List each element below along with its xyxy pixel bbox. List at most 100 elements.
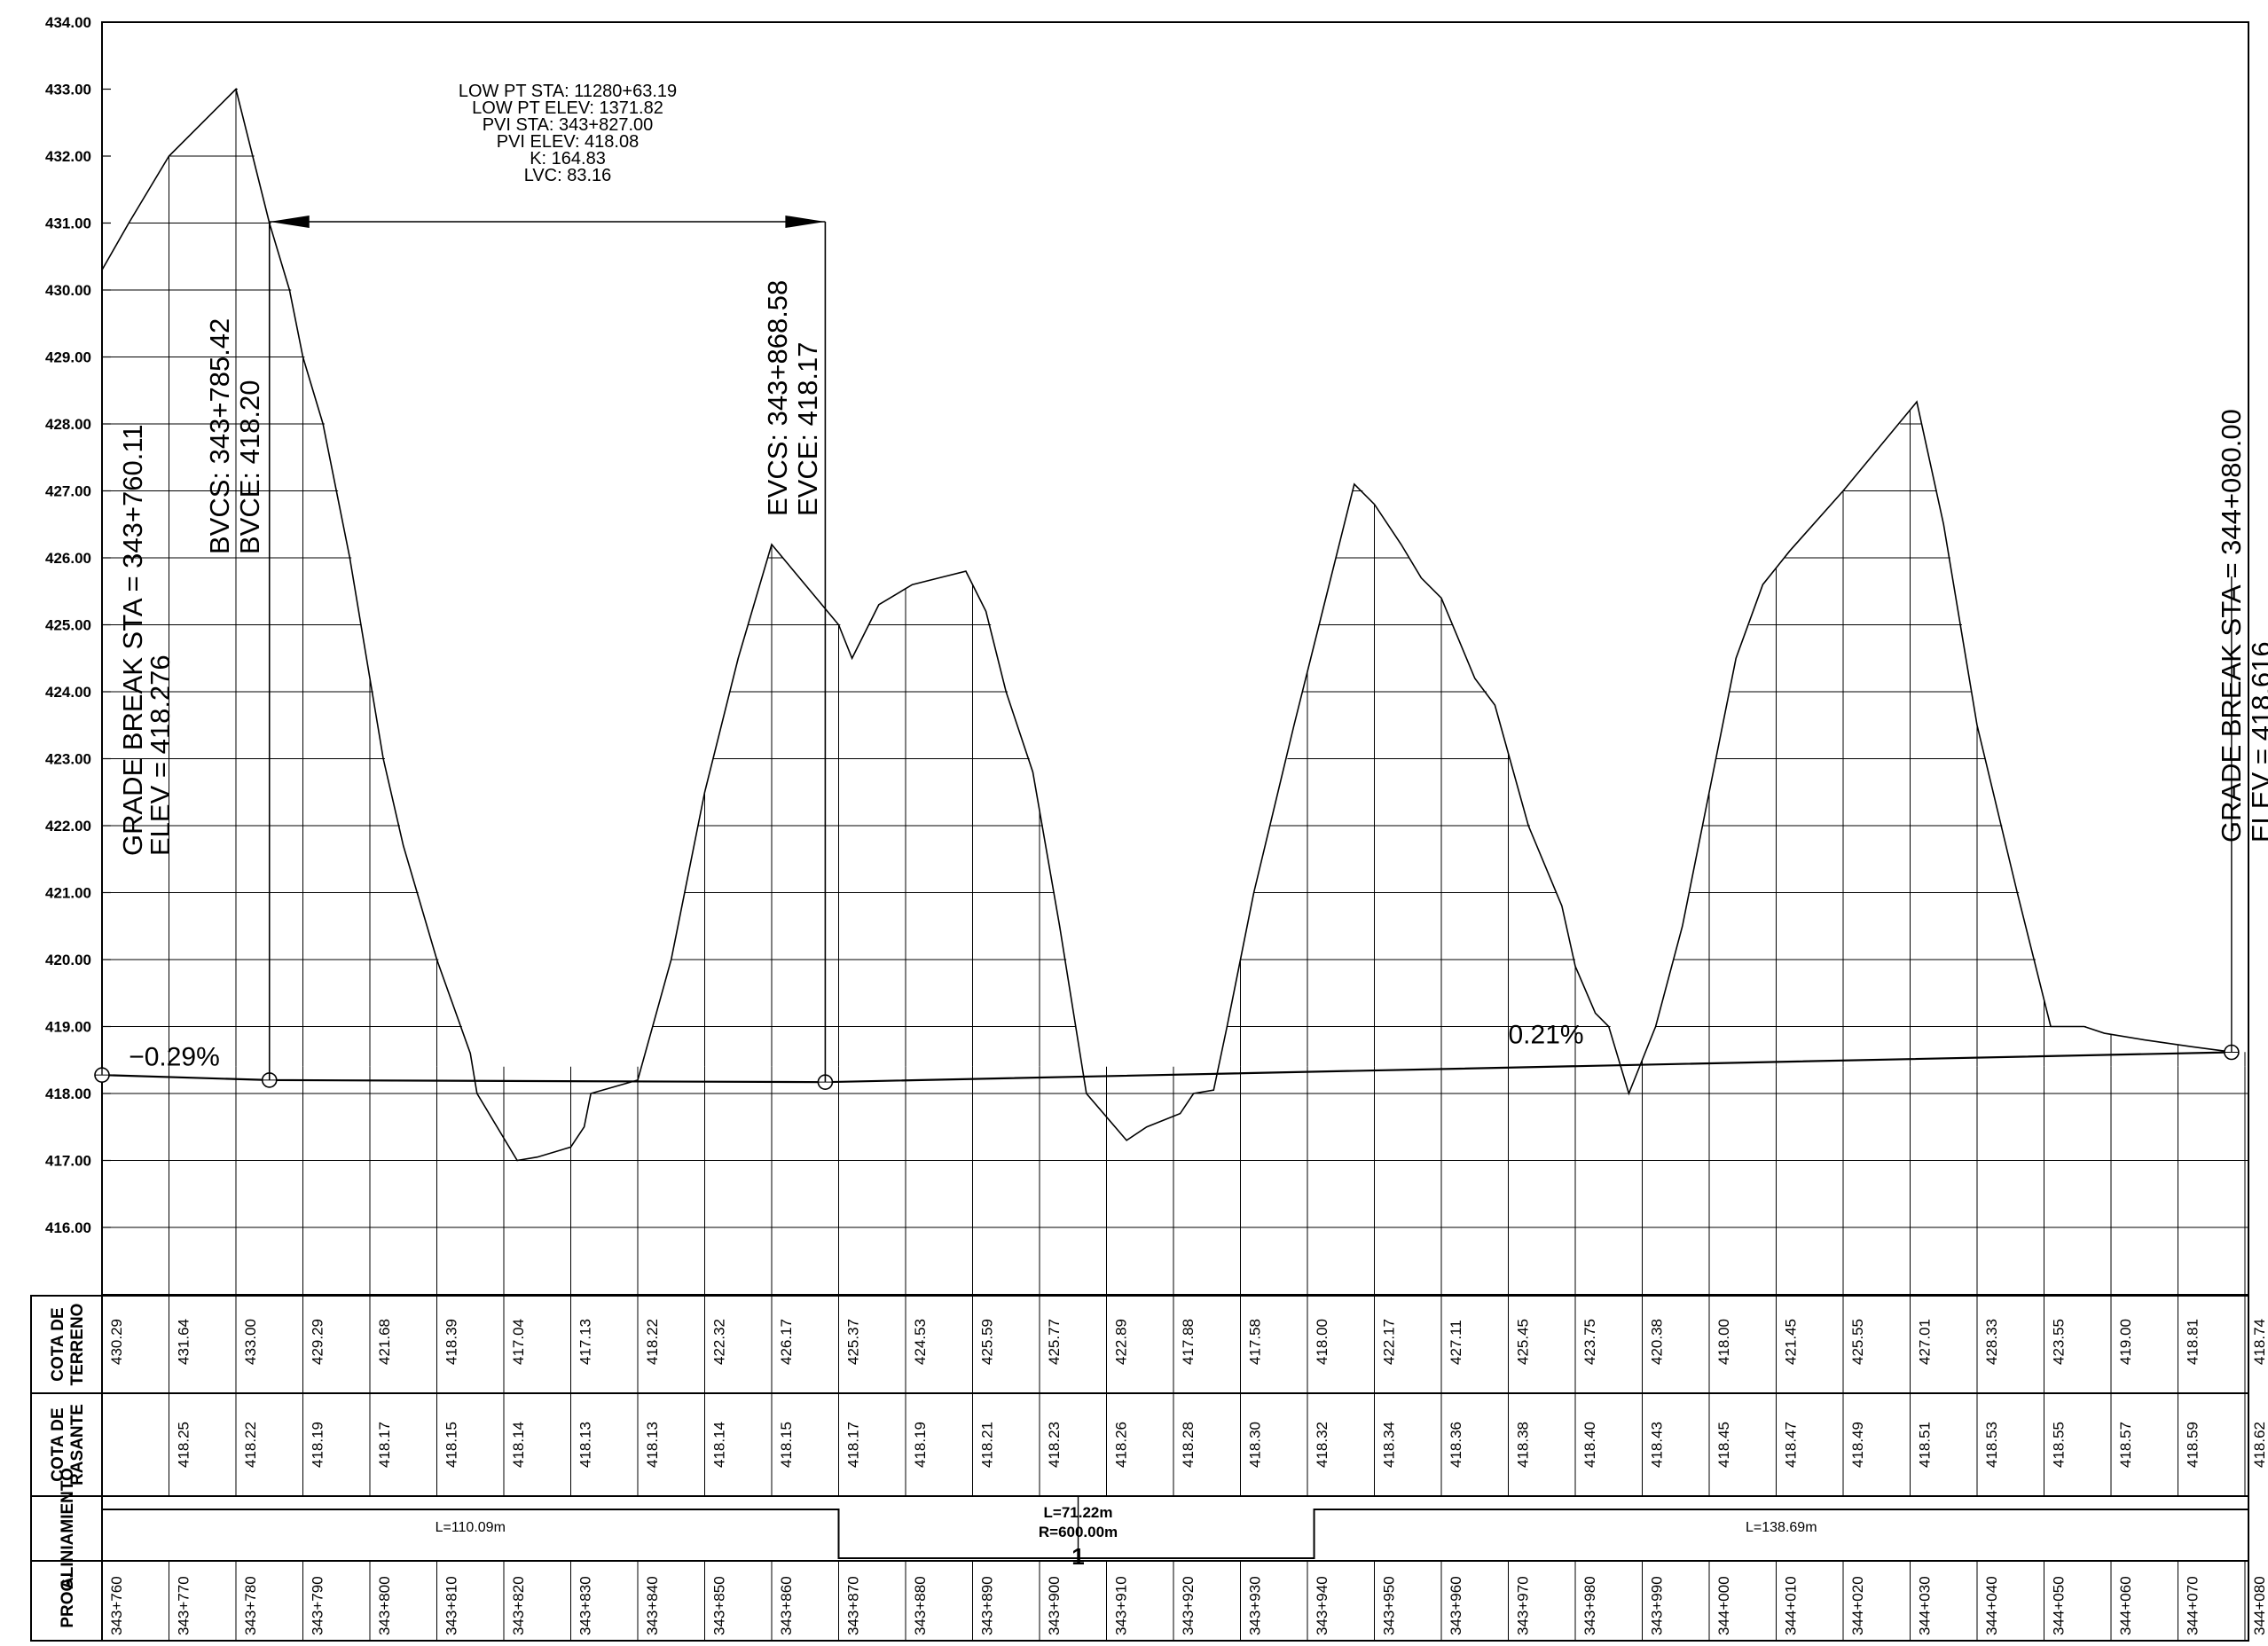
cota-terreno-value: 417.13 <box>577 1319 594 1365</box>
station-label: 343+790 <box>310 1576 326 1635</box>
y-tick-label: 426.00 <box>45 550 91 567</box>
table-header-terreno: TERRENO <box>68 1304 87 1386</box>
cota-terreno-value: 430.29 <box>108 1319 125 1365</box>
vc-label-line: PVI ELEV: 418.08 <box>497 132 639 152</box>
vc-label-line: PVI STA: 343+827.00 <box>483 115 654 135</box>
lvc-arrow-right <box>785 216 826 228</box>
table-header-rasante: RASANTE <box>68 1404 87 1485</box>
alignment-diagram <box>102 1509 2248 1559</box>
cota-terreno-value: 419.00 <box>2117 1319 2134 1365</box>
cota-rasante-value: 418.43 <box>1649 1422 1666 1468</box>
cota-rasante-value: 418.28 <box>1180 1422 1197 1468</box>
cota-rasante-value: 418.17 <box>845 1422 862 1468</box>
station-label: 343+890 <box>979 1576 996 1635</box>
cota-terreno-value: 427.11 <box>1448 1320 1464 1365</box>
plot-frame <box>101 21 2249 1296</box>
y-tick-label: 422.00 <box>45 818 91 835</box>
cota-terreno-value: 417.58 <box>1247 1319 1264 1365</box>
evc-text: EVCS: 343+868.58 <box>762 280 793 516</box>
station-label: 343+820 <box>510 1576 527 1635</box>
cota-terreno-value: 424.53 <box>912 1319 929 1365</box>
grade-polyline <box>101 1051 2232 1084</box>
station-label: 344+050 <box>2051 1576 2068 1635</box>
cota-rasante-value: 418.17 <box>376 1422 393 1468</box>
station-label: 343+990 <box>1649 1576 1666 1635</box>
cota-rasante-value: 418.38 <box>1515 1422 1532 1468</box>
y-tick-label: 417.00 <box>45 1153 91 1170</box>
station-label: 343+810 <box>443 1576 460 1635</box>
cota-rasante-value: 418.62 <box>2251 1422 2268 1468</box>
table-header-alineamiento: ALINIAMIENTO <box>59 1468 77 1589</box>
lvc-arrow-left <box>269 216 310 228</box>
cota-terreno-value: 418.39 <box>443 1319 460 1365</box>
y-tick-label: 419.00 <box>45 1019 91 1036</box>
cota-rasante-value: 418.23 <box>1046 1422 1063 1468</box>
station-label: 343+770 <box>176 1576 192 1635</box>
cota-rasante-value: 418.51 <box>1917 1422 1934 1468</box>
cota-rasante-value: 418.34 <box>1381 1422 1398 1468</box>
ground-hatch <box>101 89 2246 1067</box>
alignment-tangent-left: L=110.09m <box>436 1520 506 1535</box>
cota-rasante-value: 418.15 <box>443 1422 460 1468</box>
cota-terreno-value: 418.74 <box>2251 1319 2268 1365</box>
alignment-tangent-right: L=138.69m <box>1746 1520 1817 1535</box>
bvc-text: BVCS: 343+785.42 <box>204 318 235 554</box>
cota-rasante-value: 418.14 <box>711 1422 728 1468</box>
cota-rasante-value: 418.13 <box>644 1422 661 1468</box>
vc-label-line: LOW PT STA: 11280+63.19 <box>459 82 677 101</box>
cota-rasante-value: 418.30 <box>1247 1422 1264 1468</box>
cota-rasante-value: 418.40 <box>1581 1422 1598 1468</box>
cota-terreno-value: 418.00 <box>1715 1319 1732 1365</box>
cota-terreno-value: 426.17 <box>778 1319 795 1365</box>
cota-terreno-value: 418.22 <box>644 1319 661 1365</box>
cota-rasante-value: 418.55 <box>2051 1422 2068 1468</box>
station-label: 343+850 <box>711 1576 728 1635</box>
station-label: 344+010 <box>1783 1576 1800 1635</box>
table-header-terreno: COTA DE <box>49 1307 67 1381</box>
ground-profile <box>101 87 2233 1162</box>
station-label: 344+040 <box>1983 1576 2000 1635</box>
evc-text: EVCE: 418.17 <box>792 342 823 516</box>
y-tick-label: 432.00 <box>45 148 91 165</box>
cota-terreno-value: 425.77 <box>1046 1319 1063 1365</box>
cota-terreno-value: 425.37 <box>845 1319 862 1365</box>
station-label: 343+920 <box>1180 1576 1197 1635</box>
station-label: 343+860 <box>778 1576 795 1635</box>
y-tick-label: 430.00 <box>45 282 91 299</box>
cota-rasante-value: 418.49 <box>1849 1422 1866 1468</box>
cota-rasante-value: 418.22 <box>242 1422 259 1468</box>
cota-rasante-value: 418.19 <box>310 1422 326 1468</box>
station-label: 343+900 <box>1046 1576 1063 1635</box>
station-label: 343+760 <box>108 1576 125 1635</box>
grade-line: −0.29% 0.21% <box>94 1020 2240 1090</box>
y-tick-label: 423.00 <box>45 751 91 768</box>
grade-break-right-text: ELEV = 418.616 <box>2246 641 2268 843</box>
vc-label-line: K: 164.83 <box>530 149 606 169</box>
y-tick-label: 433.00 <box>45 82 91 98</box>
y-axis-labels: 434.00 433.00 432.00 431.00 430.00 429.00 428.… <box>45 14 91 1236</box>
curve-number-label: 1 <box>1071 1543 1084 1570</box>
curve-radius-label: R=600.00m <box>1039 1524 1118 1540</box>
cota-terreno-value: 418.81 <box>2185 1319 2201 1365</box>
station-label: 343+930 <box>1247 1576 1264 1635</box>
cota-rasante-value: 418.21 <box>979 1422 996 1468</box>
cota-rasante-value: 418.57 <box>2117 1422 2134 1468</box>
station-label: 344+030 <box>1917 1576 1934 1635</box>
cota-terreno-value: 425.45 <box>1515 1319 1532 1365</box>
station-label: 343+830 <box>577 1576 594 1635</box>
station-label: 343+870 <box>845 1576 862 1635</box>
cota-terreno-value: 428.33 <box>1983 1319 2000 1365</box>
y-tick-label: 431.00 <box>45 216 91 232</box>
cota-rasante-value: 418.47 <box>1783 1422 1800 1468</box>
y-tick-label: 418.00 <box>45 1086 91 1102</box>
cota-rasante-value: 418.26 <box>1113 1422 1130 1468</box>
cota-terreno-value: 429.29 <box>310 1319 326 1365</box>
cota-rasante-value: 418.25 <box>176 1422 192 1468</box>
station-label: 343+960 <box>1448 1576 1464 1635</box>
y-tick-label: 420.00 <box>45 952 91 968</box>
cota-rasante-value: 418.45 <box>1715 1422 1732 1468</box>
y-tick-label: 425.00 <box>45 617 91 634</box>
slope-left-label: −0.29% <box>129 1042 220 1071</box>
